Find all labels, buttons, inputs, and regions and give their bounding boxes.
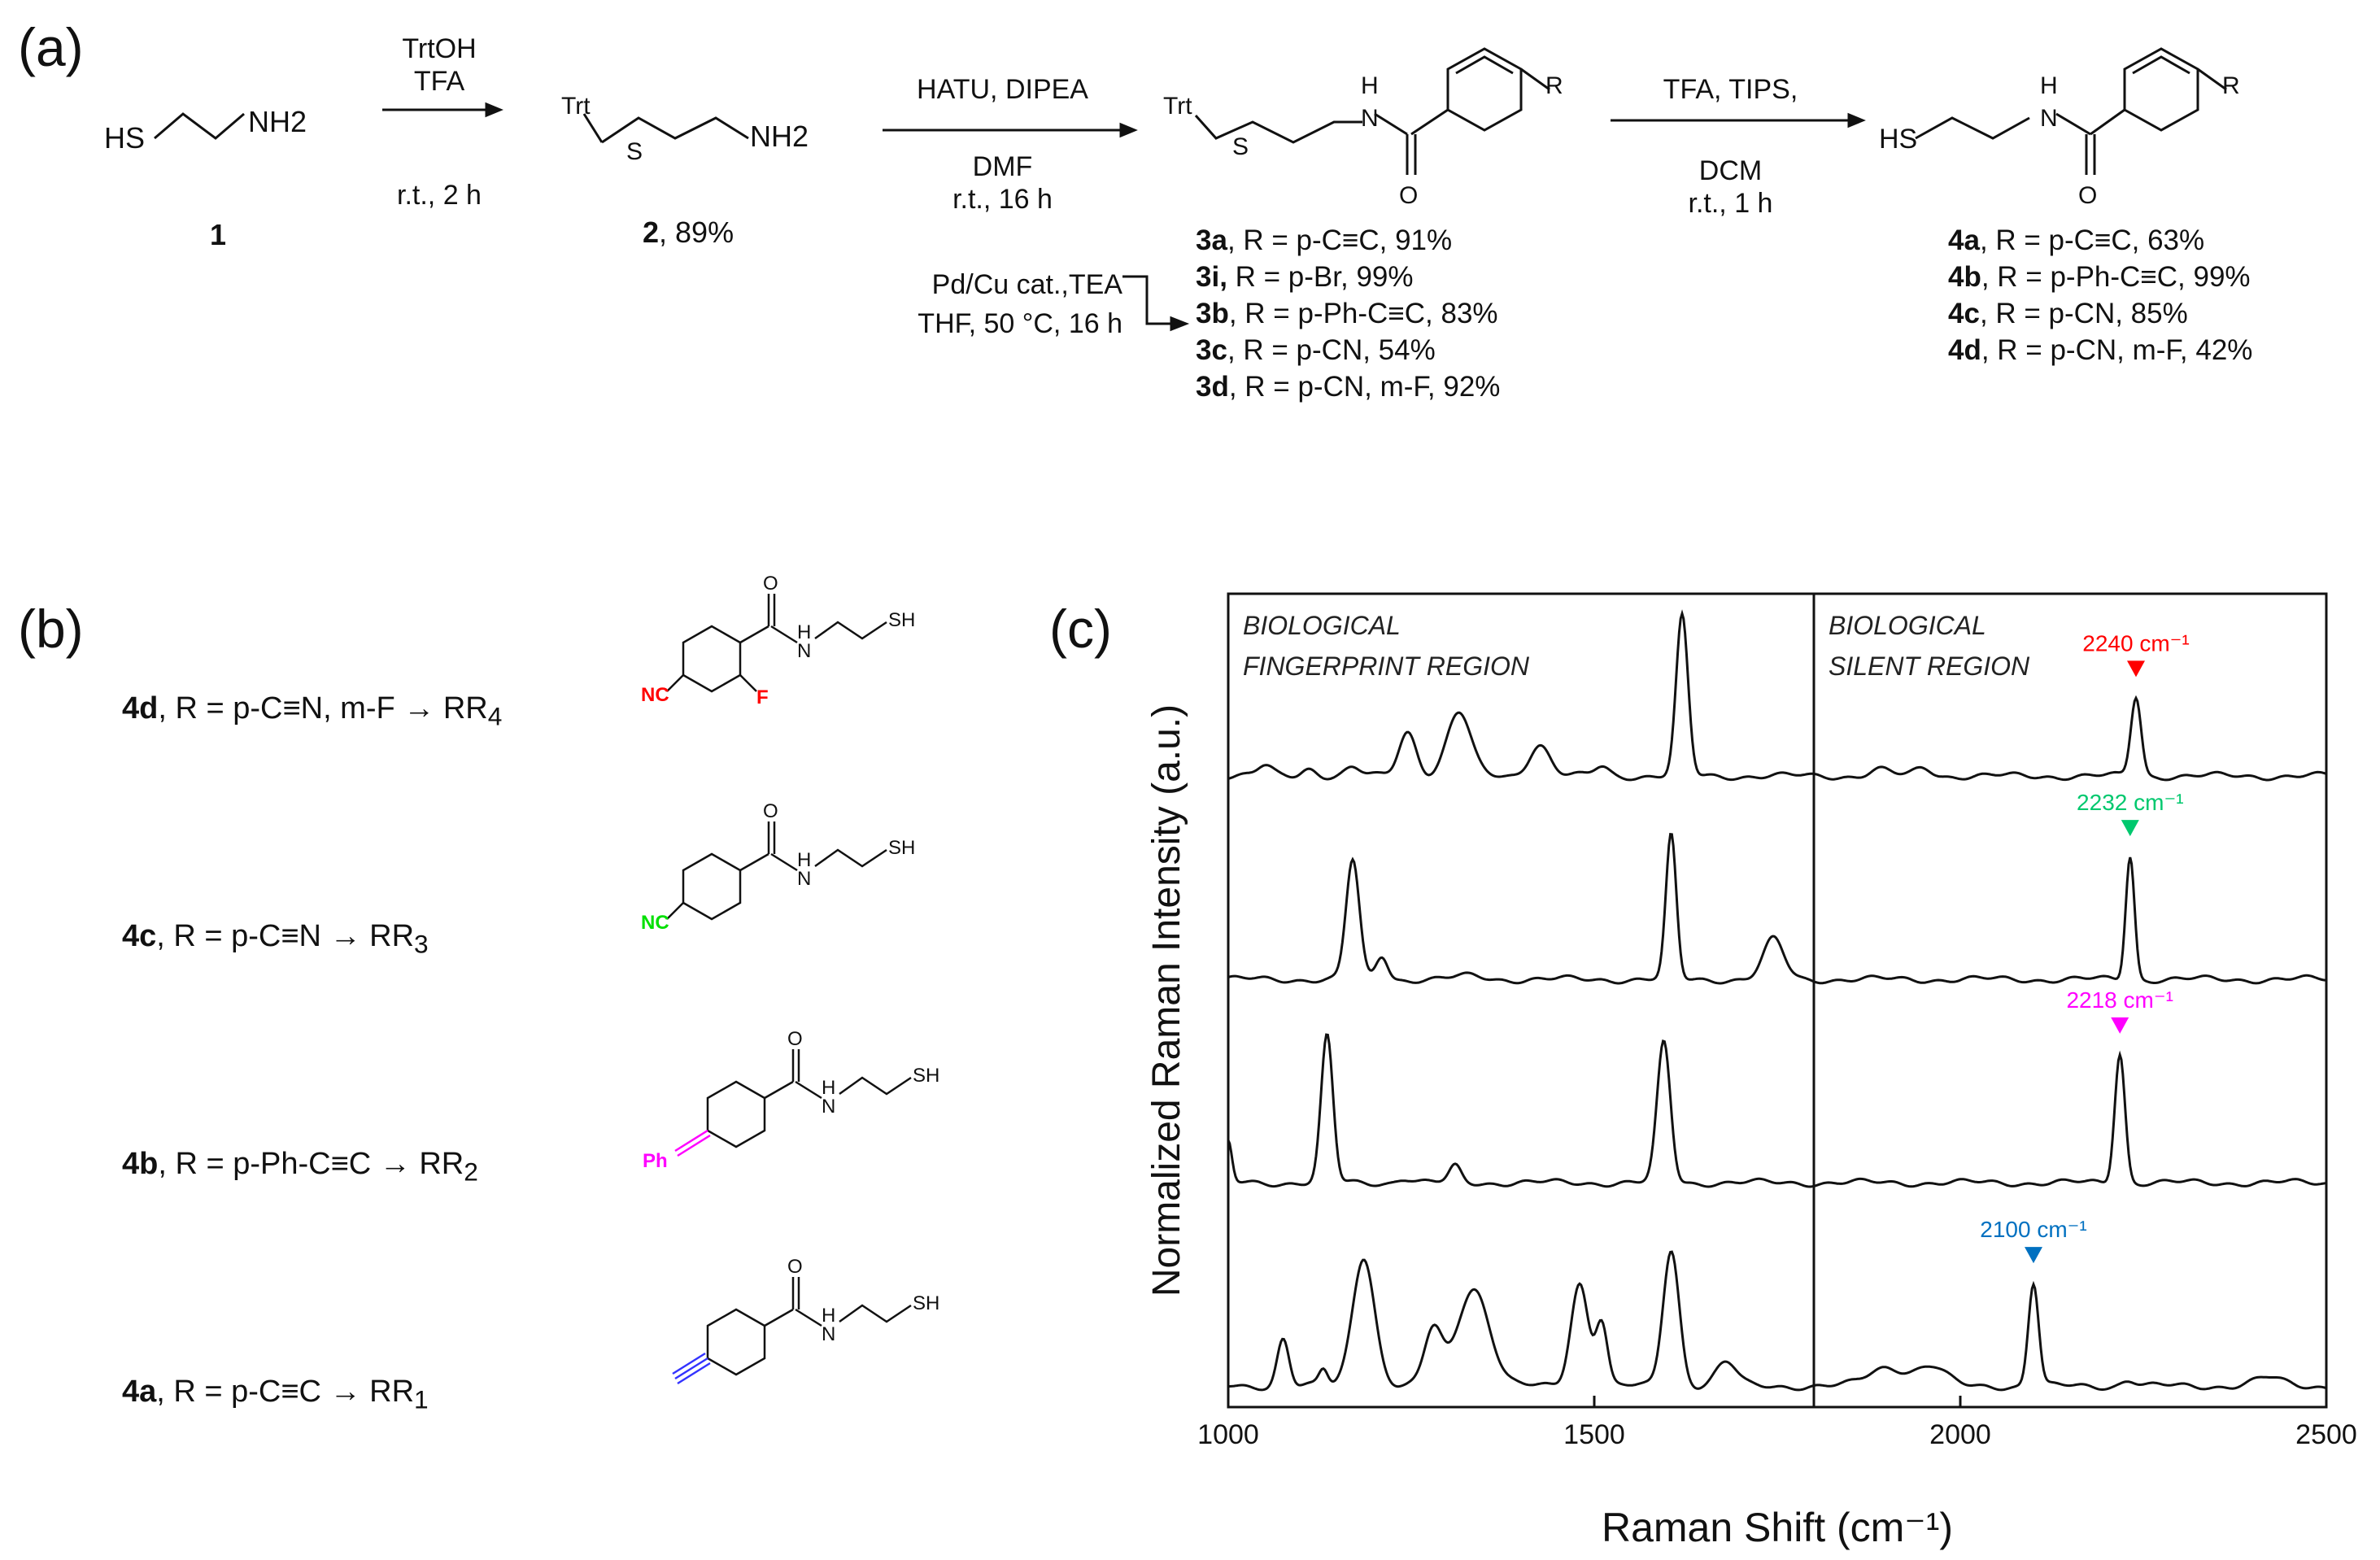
reporter-row-4d: 4d, R = p-C≡N, m-F → RR4: [122, 691, 503, 731]
r1-n: N: [797, 640, 811, 662]
step1-conditions: r.t., 2 h: [397, 180, 482, 211]
x-tick-label: 2500: [2295, 1419, 2357, 1450]
peak-label-1: 2240 cm⁻¹: [2082, 630, 2190, 656]
r2-n: N: [797, 868, 811, 890]
cmpd2-yield-text: , 89%: [659, 216, 734, 249]
cmpd4-o: O: [2078, 182, 2097, 209]
r4-n: N: [822, 1323, 835, 1345]
peak-marker-3: [2111, 1017, 2129, 1034]
region-1-line2: FINGERPRINT REGION: [1243, 651, 1530, 681]
r2-h: H: [797, 849, 811, 871]
reporter-row-4b: 4b, R = p-Ph-C≡C → RR2: [122, 1147, 478, 1187]
reporter-row-4a: 4a, R = p-C≡C → RR1: [122, 1375, 429, 1414]
spectrum-trace-3: [1227, 1033, 2327, 1188]
peak-marker-4: [2025, 1247, 2042, 1264]
r1-sh: SH: [888, 609, 915, 631]
yield-3i: 3i, R = p-Br, 99%: [1196, 261, 1414, 293]
peak-marker-1: [2127, 660, 2145, 678]
step2-conditions: r.t., 16 h: [952, 184, 1053, 215]
region-2-line2: SILENT REGION: [1829, 651, 2030, 681]
cmpd3-r: R: [1545, 72, 1563, 99]
yield-3c: 3c, R = p-CN, 54%: [1196, 334, 1436, 366]
cmpd3-s: S: [1232, 133, 1249, 160]
r1-h: H: [797, 621, 811, 643]
x-tick-label: 1500: [1563, 1419, 1625, 1450]
step3-solvent: DCM: [1698, 155, 1763, 186]
r3-group: Ph: [643, 1150, 668, 1172]
peak-marker-2: [2121, 820, 2139, 837]
cmpd2-id: 2: [643, 216, 660, 249]
r3-n: N: [822, 1096, 835, 1118]
cmpd2-trt: Trt: [561, 93, 591, 120]
yield-4a: 4a, R = p-C≡C, 63%: [1948, 224, 2205, 256]
r4-sh: SH: [913, 1292, 939, 1314]
side-step-catalyst: Pd/Cu cat.,TEA: [931, 269, 1122, 300]
cmpd1-id: 1: [210, 218, 227, 251]
cmpd3-n: N: [1361, 105, 1379, 132]
side-step-conditions: THF, 50 °C, 16 h: [918, 308, 1122, 339]
yield-3d: 3d, R = p-CN, m-F, 92%: [1196, 371, 1501, 403]
y-axis-label: Normalized Raman Intensity (a.u.): [1145, 704, 1188, 1296]
step3-conditions: r.t., 1 h: [1688, 188, 1773, 219]
spectrum-trace-1: [1227, 609, 2327, 782]
yield-3a: 3a, R = p-C≡C, 91%: [1196, 224, 1453, 256]
r4-o: O: [787, 1256, 803, 1278]
step3-reagent: TFA, TIPS,: [1663, 74, 1798, 105]
step2-reagent: HATU, DIPEA: [917, 74, 1088, 105]
spectrum-trace-2: [1227, 832, 2326, 985]
peak-label-4: 2100 cm⁻¹: [1980, 1217, 2087, 1242]
r1-group: NC: [641, 684, 669, 706]
r2-group: NC: [641, 912, 669, 934]
yield-3b: 3b, R = p-Ph-C≡C, 83%: [1196, 298, 1498, 329]
r4-h: H: [822, 1305, 835, 1327]
step2-solvent: DMF: [972, 151, 1033, 182]
reaction-scheme: HS NH2 Trt S NH2 Trt S H N O R HS H N O …: [104, 47, 2240, 332]
cmpd4-r: R: [2222, 72, 2240, 99]
r2-sh: SH: [888, 837, 915, 859]
step1-reagent-1: TrtOH: [402, 33, 477, 64]
yield-4b: 4b, R = p-Ph-C≡C, 99%: [1948, 261, 2251, 293]
r3-h: H: [822, 1077, 835, 1099]
step1-reagent-2: TFA: [413, 66, 465, 97]
x-axis-label: Raman Shift (cm⁻¹): [1602, 1505, 1953, 1550]
cmpd4-h: H: [2040, 72, 2058, 99]
r1-extra: F: [756, 686, 769, 708]
yield-4c: 4c, R = p-CN, 85%: [1948, 298, 2188, 329]
plot-frame: [1227, 592, 2328, 1409]
spectrum-trace-4: [1227, 1250, 2327, 1392]
peak-label-3: 2218 cm⁻¹: [2066, 987, 2173, 1013]
peak-label-2: 2232 cm⁻¹: [2077, 790, 2184, 815]
raman-chart: 2240 cm⁻¹ 2232 cm⁻¹ 2218 cm⁻¹ 2100 cm⁻¹ 100…: [1145, 592, 2357, 1550]
cmpd4-hs: HS: [1879, 124, 1917, 155]
r2-o: O: [763, 800, 778, 822]
cmpd2-s: S: [626, 138, 643, 165]
cmpd3-o: O: [1399, 182, 1418, 209]
panel-a-label: (a): [18, 17, 84, 77]
yields-3-list: 3a, R = p-C≡C, 91% 3i, R = p-Br, 99% 3b,…: [1196, 222, 1500, 405]
yields-4-list: 4a, R = p-C≡C, 63% 4b, R = p-Ph-C≡C, 99%…: [1948, 222, 2252, 368]
panel-b-label: (b): [18, 599, 84, 659]
r3-sh: SH: [913, 1065, 939, 1087]
r3-o: O: [787, 1028, 803, 1050]
panel-c-label: (c): [1049, 599, 1112, 659]
cmpd2-yield: 2, 89%: [643, 216, 734, 250]
x-tick-label: 1000: [1197, 1419, 1259, 1450]
yield-4d: 4d, R = p-CN, m-F, 42%: [1948, 334, 2253, 366]
cmpd4-n: N: [2040, 105, 2058, 132]
region-1-line1: BIOLOGICAL: [1243, 611, 1401, 640]
region-2-line1: BIOLOGICAL: [1829, 611, 1986, 640]
cmpd3-trt: Trt: [1163, 93, 1192, 120]
reporter-structures: O H N SH O H N SH O H N SH O H N SH NC F…: [641, 573, 939, 1385]
cmpd1-nh2: NH2: [248, 105, 307, 138]
cmpd1-hs: HS: [104, 121, 145, 155]
cmpd2-nh2: NH2: [750, 120, 809, 153]
cmpd3-h: H: [1361, 72, 1379, 99]
x-tick-label: 2000: [1929, 1419, 1991, 1450]
reporter-row-4c: 4c, R = p-C≡N → RR3: [122, 919, 429, 959]
r1-o: O: [763, 573, 778, 595]
